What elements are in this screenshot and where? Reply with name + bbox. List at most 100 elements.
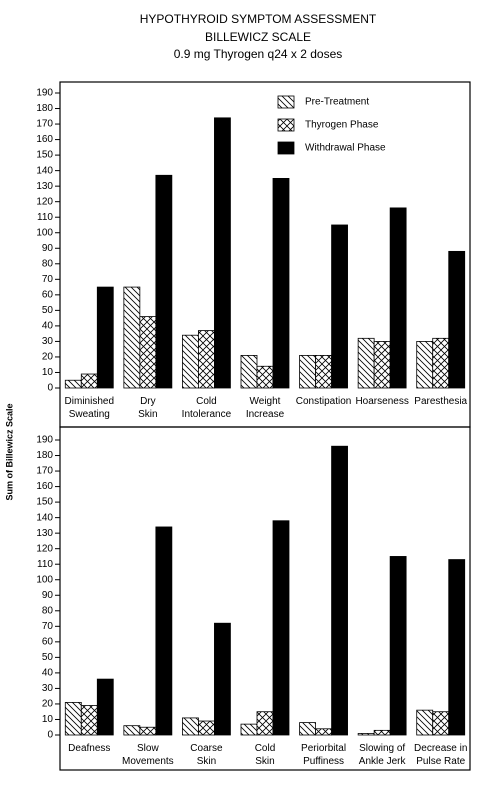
y-tick-label: 100 — [36, 227, 53, 238]
y-tick-label: 140 — [36, 165, 53, 176]
bar — [416, 709, 434, 736]
x-tick-label: Cold Skin — [255, 743, 276, 767]
y-tick-label: 80 — [42, 605, 54, 616]
y-tick-label: 100 — [36, 574, 53, 585]
bar — [64, 701, 82, 736]
y-tick-label: 40 — [42, 668, 54, 679]
bar — [198, 330, 215, 389]
y-tick-label: 180 — [36, 450, 53, 461]
x-tick-label: Diminished Sweating — [65, 396, 114, 420]
y-tick-label: 50 — [42, 652, 54, 663]
y-tick-label: 90 — [42, 590, 54, 601]
x-tick-label: Weight Increase — [246, 396, 285, 420]
bar — [357, 733, 375, 736]
x-tick-label: Slow Movements — [122, 743, 174, 767]
x-tick-label: Slowing of Ankle Jerk — [359, 743, 407, 767]
y-tick-label: 30 — [42, 683, 54, 694]
bar — [123, 725, 141, 736]
y-tick-label: 60 — [42, 636, 54, 647]
x-tick-label: Coarse Skin — [190, 743, 223, 767]
y-tick-label: 170 — [36, 466, 53, 477]
bar — [96, 286, 114, 389]
bar — [214, 117, 231, 389]
bar — [139, 316, 157, 389]
y-tick-label: 70 — [42, 621, 54, 632]
bar — [198, 720, 215, 736]
bar — [64, 379, 82, 389]
y-tick-label: 40 — [42, 321, 54, 332]
y-tick-label: 160 — [36, 134, 53, 145]
y-tick-label: 170 — [36, 119, 53, 130]
bar — [182, 334, 199, 389]
bar — [315, 354, 332, 389]
y-tick-label: 150 — [36, 497, 53, 508]
bar — [80, 705, 98, 736]
y-tick-label: 90 — [42, 243, 54, 254]
x-tick-label: Hoarseness — [355, 396, 408, 407]
y-tick-label: 120 — [36, 543, 53, 554]
bar — [373, 341, 391, 389]
bar — [155, 526, 173, 736]
x-tick-label: Dry Skin — [138, 396, 157, 420]
bar — [331, 224, 348, 389]
y-axis-label: Sum of Billewicz Scale — [4, 403, 14, 500]
chart-title: HYPOTHYROID SYMPTOM ASSESSMENT — [140, 12, 377, 26]
bar — [299, 354, 316, 389]
y-tick-label: 160 — [36, 481, 53, 492]
bar — [432, 337, 450, 389]
y-tick-label: 140 — [36, 512, 53, 523]
bar — [182, 717, 199, 736]
x-tick-label: Constipation — [296, 396, 352, 407]
bar — [389, 207, 407, 389]
x-tick-label: Paresthesia — [414, 396, 467, 407]
y-tick-label: 120 — [36, 196, 53, 207]
y-tick-label: 50 — [42, 305, 54, 316]
bar — [416, 341, 434, 389]
y-tick-label: 190 — [36, 88, 53, 99]
bar — [139, 726, 157, 736]
bar — [389, 556, 407, 736]
legend-label: Withdrawal Phase — [305, 143, 386, 154]
bar — [96, 678, 114, 736]
legend-swatch — [277, 95, 295, 109]
y-tick-label: 110 — [37, 212, 53, 223]
legend-swatch — [277, 141, 295, 155]
legend-swatch — [277, 118, 295, 132]
chart-subtitle: BILLEWICZ SCALE — [205, 30, 311, 44]
y-tick-label: 10 — [42, 367, 54, 378]
bar — [123, 286, 141, 389]
bar — [80, 373, 98, 389]
y-tick-label: 30 — [42, 336, 54, 347]
y-tick-label: 180 — [36, 103, 53, 114]
legend-label: Thyrogen Phase — [305, 120, 379, 131]
bar — [272, 520, 290, 736]
plot-frame — [59, 426, 471, 771]
bar — [373, 729, 391, 736]
y-tick-label: 80 — [42, 258, 54, 269]
bar — [240, 723, 258, 736]
y-tick-label: 110 — [37, 559, 53, 570]
bar — [155, 174, 173, 389]
bar — [299, 722, 316, 736]
y-tick-label: 190 — [36, 435, 53, 446]
y-tick-label: 130 — [36, 528, 53, 539]
chart-subtitle: 0.9 mg Thyrogen q24 x 2 doses — [174, 47, 343, 61]
x-tick-label: Decrease in Pulse Rate — [414, 743, 467, 767]
y-tick-label: 150 — [36, 150, 53, 161]
bar — [331, 445, 348, 736]
bar — [432, 711, 450, 736]
y-tick-label: 130 — [36, 181, 53, 192]
y-tick-label: 60 — [42, 289, 54, 300]
bar — [448, 250, 466, 389]
y-tick-label: 10 — [42, 714, 54, 725]
bar — [214, 622, 231, 736]
y-tick-label: 0 — [47, 383, 53, 394]
x-tick-label: Periorbital Puffiness — [301, 743, 346, 767]
y-tick-label: 70 — [42, 274, 54, 285]
y-tick-label: 0 — [47, 730, 53, 741]
y-tick-label: 20 — [42, 352, 54, 363]
x-tick-label: Cold Intolerance — [182, 396, 232, 420]
bar — [357, 337, 375, 389]
